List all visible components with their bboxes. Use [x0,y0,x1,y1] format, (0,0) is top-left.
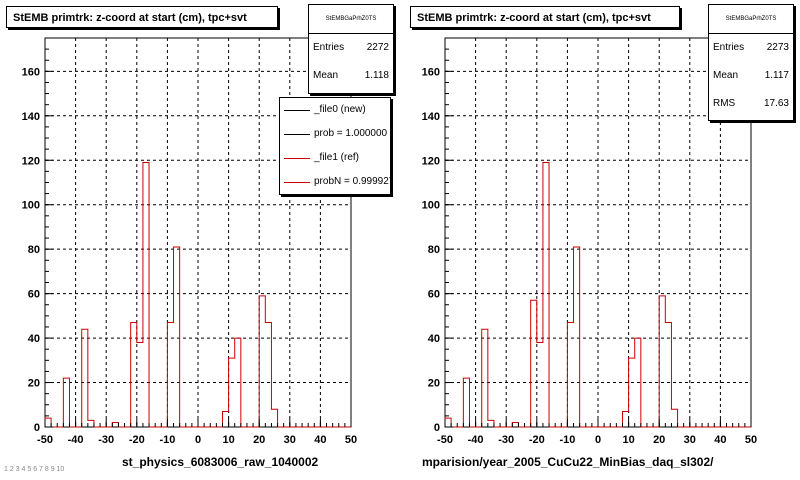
left-x-tick-label: 40 [314,434,326,446]
left-stats-mean-value: 1.118 [364,70,389,81]
right-y-tick-label: 160 [422,66,440,78]
right-histogram-panel: -50 -40 -30 -20 -10 0 10 20 30 40 50 0 20 40 60 80 100 12… [400,0,800,480]
right-stats-rms-label: RMS [713,98,736,109]
right-y-tick-label: 80 [428,244,440,256]
right-y-tick-label: 60 [428,289,440,301]
left-y-tick-label: 80 [28,244,40,256]
left-x-tick-label: 10 [222,434,234,446]
left-x-tick-label: 0 [195,434,201,446]
right-x-tick-label: 10 [622,434,634,446]
left-legend-box: _file0 (new) prob = 1.000000 _file1 (ref… [279,97,391,195]
left-histogram-outline [44,161,351,428]
legend-label-probn: probN = 0.999927 [314,176,391,187]
legend-line-prob [284,134,310,135]
right-chart-title: StEMB primtrk: z-coord at start (cm), tp… [410,6,680,28]
legend-line-file1 [284,158,310,159]
left-stats-box: StEMBGaPrhZ0TS Entries 2272 Mean 1.118 [308,4,394,94]
left-stats-mean-label: Mean [313,70,339,81]
left-x-tick-label: -10 [159,434,175,446]
legend-label-file0: _file0 (new) [314,104,366,115]
left-stats-entries-value: 2272 [366,42,389,53]
right-x-tick-label: 50 [745,434,757,446]
right-x-tick-label: 20 [653,434,665,446]
left-y-tick-label: 140 [22,111,40,123]
legend-line-file0 [284,110,310,111]
right-y-tick-label: 20 [428,378,440,390]
left-y-tick-label: 100 [22,200,40,212]
legend-entry-file1: _file1 (ref) [280,146,390,170]
left-histogram-panel: -50 -40 -30 -20 -10 0 10 20 30 40 50 0 20 40 60 80 100 12… [6,4,394,469]
legend-label-prob: prob = 1.000000 [314,128,388,139]
right-y-tick-label: 100 [422,200,440,212]
left-chart-title: StEMB primtrk: z-coord at start (cm), tp… [6,6,278,28]
right-x-tick-label: -30 [498,434,514,446]
right-x-tick-label: -20 [529,434,545,446]
left-x-tick-label: 20 [253,434,265,446]
legend-entry-prob: prob = 1.000000 [280,122,390,146]
right-y-tick-label: 0 [434,422,440,434]
left-x-tick-label: -20 [129,434,145,446]
left-x-tick-label: -50 [37,434,53,446]
left-x-tick-label: 30 [284,434,296,446]
right-stats-entries-row: Entries 2273 [709,34,793,62]
right-x-axis-title: mparision/year_2005_CuCu22_MinBias_daq_s… [422,455,714,469]
right-stats-entries-label: Entries [713,42,745,53]
left-y-tick-label: 160 [22,66,40,78]
legend-entry-probn: probN = 0.999927 [280,170,390,194]
right-histogram-chart: -50 -40 -30 -20 -10 0 10 20 30 40 50 0 20 40 60 80 100 12… [422,37,757,446]
right-histogram-outline [444,161,751,428]
legend-entry-file0: _file0 (new) [280,98,390,122]
legend-line-probn [284,182,310,183]
right-x-tick-label: -40 [468,434,484,446]
right-stats-mean-row: Mean 1.117 [709,62,793,90]
right-x-tick-label: 40 [714,434,726,446]
left-y-tick-label: 120 [22,155,40,167]
left-stats-entries-label: Entries [313,42,345,53]
right-stats-rms-value: 17.63 [763,98,789,109]
right-y-tick-label: 140 [422,111,440,123]
left-y-tick-label: 40 [28,333,40,345]
right-stats-title: StEMBGaPrhZ0TS [709,5,793,34]
right-x-tick-label: -10 [559,434,575,446]
right-x-tick-label: 0 [595,434,601,446]
left-x-tick-label: -30 [98,434,114,446]
left-x-axis-title: st_physics_6083006_raw_1040002 [122,455,319,469]
right-stats-entries-value: 2273 [766,42,789,53]
right-stats-box: StEMBGaPrhZ0TS Entries 2273 Mean 1.117 R… [708,4,794,121]
left-y-tick-label: 60 [28,289,40,301]
left-x-tick-label: 50 [345,434,357,446]
right-stats-rms-row: RMS 17.63 [709,90,793,118]
left-stats-mean-row: Mean 1.118 [309,62,393,90]
left-stats-title: StEMBGaPrhZ0TS [309,5,393,34]
legend-label-file1: _file1 (ref) [314,152,360,163]
right-x-tick-label: 30 [684,434,696,446]
footer-mark: 1 2 3 4 5 6 7 8 9 10 [4,466,65,473]
left-stats-entries-row: Entries 2272 [309,34,393,62]
right-stats-mean-value: 1.117 [764,70,789,81]
left-x-tick-label: -40 [68,434,84,446]
right-x-tick-label: -50 [437,434,453,446]
right-y-tick-label: 120 [422,155,440,167]
right-stats-mean-label: Mean [713,70,739,81]
left-y-tick-label: 0 [34,422,40,434]
right-y-tick-label: 40 [428,333,440,345]
left-y-tick-label: 20 [28,378,40,390]
